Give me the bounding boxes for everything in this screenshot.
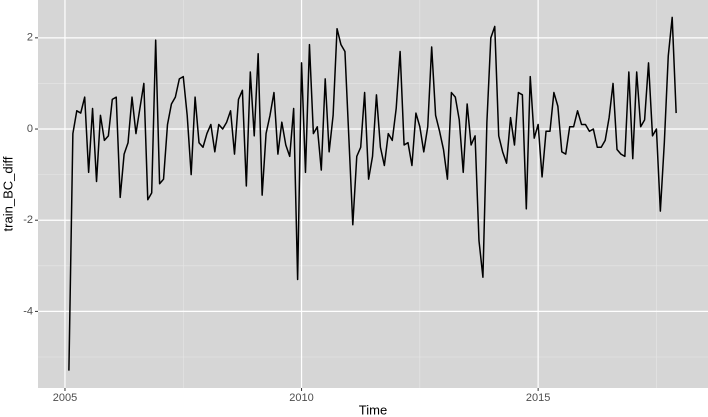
x-tick-label: 2005 bbox=[53, 392, 77, 404]
y-tick-label: -4 bbox=[23, 305, 33, 317]
y-tick-label: 0 bbox=[27, 123, 33, 135]
line-series bbox=[68, 16, 677, 371]
x-tick-label: 2015 bbox=[526, 392, 550, 404]
y-tick-label: -2 bbox=[23, 214, 33, 226]
x-axis-title: Time bbox=[359, 402, 387, 417]
x-tick-label: 2010 bbox=[289, 392, 313, 404]
y-tick-label: 2 bbox=[27, 32, 33, 44]
panel bbox=[38, 0, 708, 388]
y-axis-title: train_BC_diff bbox=[0, 156, 15, 231]
